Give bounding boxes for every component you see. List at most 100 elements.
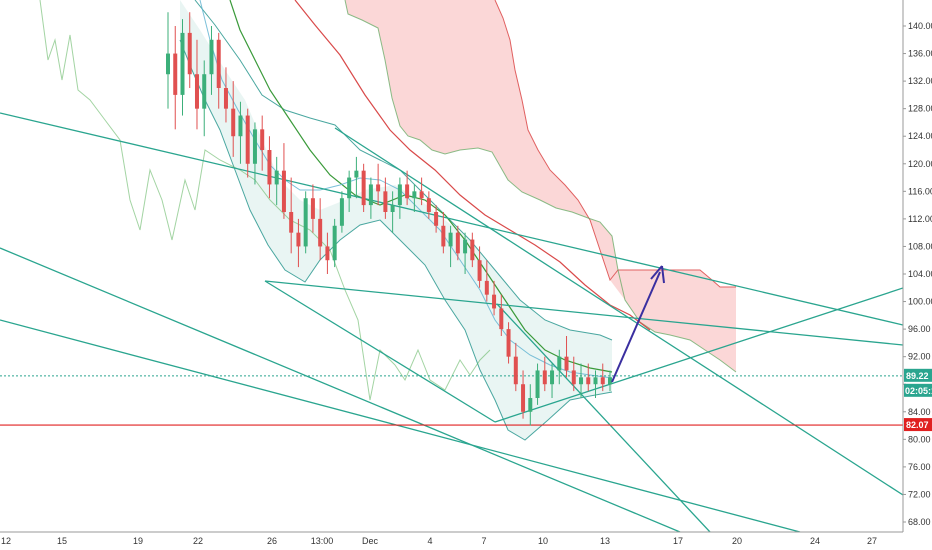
x-tick-label: 15	[57, 536, 67, 546]
candle-up	[238, 115, 243, 137]
candle-down	[571, 370, 576, 385]
y-tick-label: 128.00	[908, 104, 932, 114]
candle-up	[303, 198, 308, 247]
candle-down	[564, 356, 569, 371]
cloud-edge-lower	[344, 0, 737, 373]
y-tick-label: 140.00	[908, 21, 932, 31]
candle-down	[296, 232, 301, 247]
y-tick-label: 84.00	[908, 407, 931, 417]
y-tick-label: 104.00	[908, 269, 932, 279]
y-tick-label: 120.00	[908, 159, 932, 169]
x-tick-label: 4	[427, 536, 432, 546]
candle-down	[455, 232, 460, 254]
y-tick-label: 68.00	[908, 517, 931, 527]
lagging-line	[39, 0, 491, 401]
x-tick-label: 7	[481, 536, 486, 546]
candle-down	[470, 239, 475, 261]
candle-down	[223, 88, 228, 109]
cloud-edge-upper	[494, 0, 736, 288]
candle-down	[434, 212, 439, 226]
x-tick-label: 13:00	[311, 536, 334, 546]
candle-up	[368, 184, 373, 206]
candle-up	[412, 191, 417, 199]
projection-arrow	[611, 271, 661, 383]
x-tick-label: 10	[538, 536, 548, 546]
y-tick-label: 72.00	[908, 489, 931, 499]
candle-up	[579, 377, 584, 385]
y-tick-label: 116.00	[908, 186, 932, 196]
y-tick-label: 112.00	[908, 214, 932, 224]
support-price-tag: 82.07	[904, 418, 932, 432]
trendline-4	[264, 280, 903, 346]
candle-down	[484, 280, 489, 295]
trendline-2	[0, 247, 681, 532]
candle-down	[426, 198, 431, 212]
candle-down	[441, 225, 446, 247]
candle-down	[361, 170, 366, 206]
candle-down	[600, 377, 605, 385]
candle-up	[397, 184, 402, 206]
y-tick-label: 108.00	[908, 241, 932, 251]
candle-down	[521, 384, 526, 412]
y-tick-label: 124.00	[908, 131, 932, 141]
candle-up	[180, 32, 185, 95]
channel-lower-band	[179, 39, 613, 441]
candle-up	[354, 170, 359, 178]
ma-red	[294, 0, 651, 331]
trendline-6	[334, 127, 903, 496]
candle-down	[542, 370, 547, 385]
y-tick-label: 92.00	[908, 352, 931, 362]
x-tick-label: 19	[133, 536, 143, 546]
x-tick-label: 22	[193, 536, 203, 546]
candle-down	[245, 115, 250, 164]
y-tick-label: 96.00	[908, 324, 931, 334]
candle-down	[194, 74, 199, 109]
trendline-5	[264, 280, 496, 423]
x-tick-label: Dec	[362, 536, 379, 546]
candle-down	[499, 308, 504, 330]
candle-down	[173, 53, 178, 95]
candle-up	[448, 232, 453, 247]
countdown-tag: 02:05:17	[904, 383, 932, 397]
trendline-1	[0, 112, 903, 326]
countdown-tag-text: 02:05:17	[905, 386, 932, 396]
y-tick-label: 136.00	[908, 49, 932, 59]
candle-down	[267, 150, 272, 185]
candle-down	[318, 218, 323, 247]
ma-blue	[199, 0, 613, 379]
last-price-tag-text: 89.22	[906, 371, 929, 381]
candle-down	[187, 32, 192, 75]
x-tick-label: 13	[600, 536, 610, 546]
candle-down	[325, 246, 330, 261]
candle-down	[231, 108, 236, 137]
candle-down	[586, 377, 591, 385]
candle-up	[608, 377, 612, 385]
x-tick-label: 24	[810, 536, 820, 546]
candle-up	[202, 74, 207, 109]
y-tick-label: 100.00	[908, 297, 932, 307]
candle-down	[506, 329, 511, 357]
candle-up	[209, 39, 214, 75]
cloud-fill	[345, 0, 736, 372]
candle-up	[332, 225, 337, 261]
candle-up	[528, 398, 533, 412]
candle-down	[310, 198, 315, 219]
support-price-tag-text: 82.07	[906, 420, 929, 430]
trendline-7	[494, 287, 903, 423]
candle-up	[557, 356, 562, 371]
candle-up	[390, 205, 395, 212]
y-axis-ticks: 68.00 72.00 76.00 80.00 84.00 92.00 96.00 100.0…	[903, 21, 932, 527]
candle-up	[593, 377, 598, 385]
candle-down	[376, 184, 381, 192]
candle-up	[535, 370, 540, 398]
y-tick-label: 80.00	[908, 434, 931, 444]
candle-down	[281, 170, 286, 212]
candle-down	[405, 184, 410, 199]
candle-up	[550, 370, 555, 385]
projection-arrow-head	[650, 265, 665, 284]
candle-down	[419, 191, 424, 199]
y-tick-label: 132.00	[908, 76, 932, 86]
candle-up	[339, 198, 344, 226]
